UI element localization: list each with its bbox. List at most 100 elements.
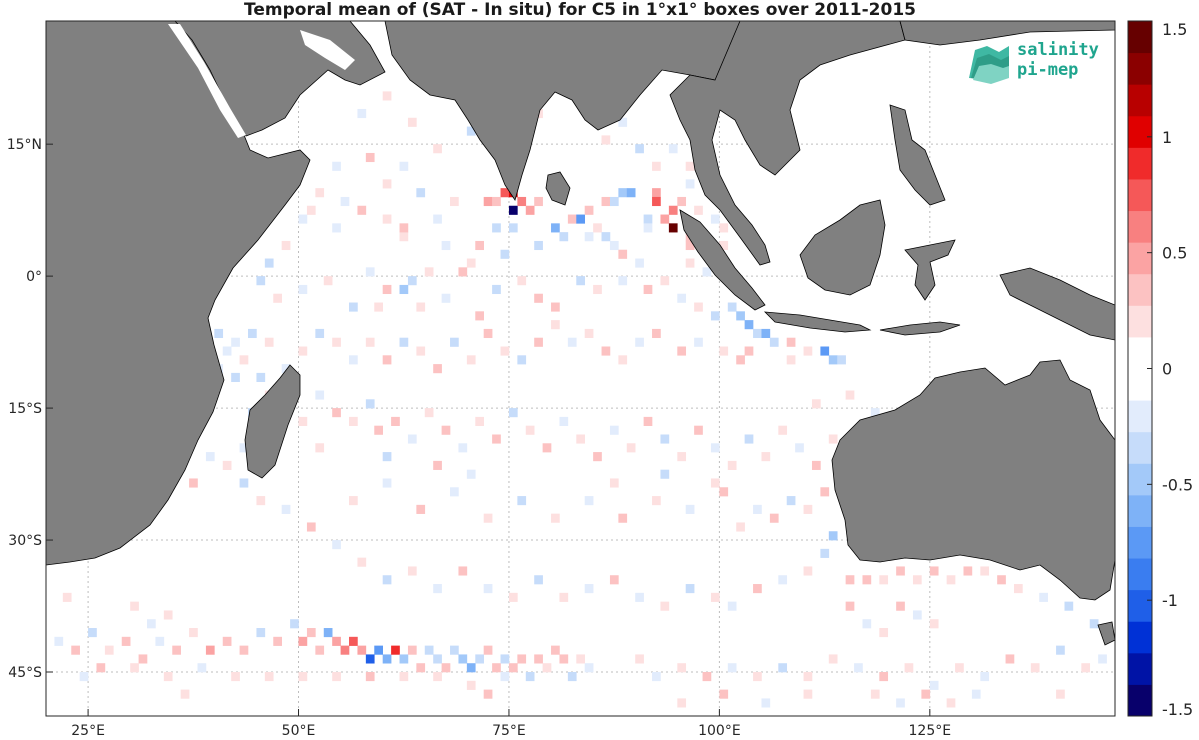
anomaly-cell	[399, 284, 409, 295]
land-madagascar	[244, 364, 301, 479]
anomaly-cell	[668, 144, 678, 154]
anomaly-cell	[500, 654, 510, 664]
anomaly-cell	[475, 240, 485, 251]
anomaly-cell	[929, 566, 939, 576]
anomaly-cell	[273, 293, 282, 303]
anomaly-cell	[416, 346, 426, 356]
anomaly-cell	[576, 434, 586, 444]
anomaly-cell	[222, 636, 232, 646]
anomaly-cell	[172, 645, 181, 655]
anomaly-cell	[500, 672, 510, 682]
anomaly-cell	[306, 628, 316, 638]
anomaly-cell	[231, 672, 240, 682]
anomaly-cell	[643, 284, 653, 295]
anomaly-cell	[517, 496, 527, 506]
anomaly-cell	[761, 698, 771, 708]
anomaly-cell	[407, 117, 417, 127]
anomaly-cell	[517, 355, 527, 365]
anomaly-cell	[719, 346, 729, 356]
anomaly-cell	[786, 337, 796, 347]
anomaly-cell	[643, 223, 653, 233]
anomaly-cell	[870, 408, 880, 418]
colorbar-segment	[1128, 431, 1152, 464]
anomaly-cell	[189, 628, 198, 638]
anomaly-cell	[407, 434, 417, 444]
anomaly-cell	[357, 645, 367, 655]
land-se-asia	[669, 21, 906, 266]
anomaly-cell	[668, 205, 678, 215]
anomaly-cell	[828, 434, 838, 444]
anomaly-cell	[525, 205, 535, 215]
anomaly-cell	[357, 557, 367, 567]
anomaly-cell	[929, 619, 939, 629]
anomaly-cell	[458, 443, 468, 453]
anomaly-cell	[971, 689, 981, 699]
logo-line2: pi-mep	[1017, 60, 1079, 80]
anomaly-cell	[702, 672, 712, 682]
anomaly-cell	[660, 276, 670, 286]
anomaly-cell	[483, 689, 493, 699]
anomaly-cell	[222, 346, 232, 356]
colorbar-segment	[1128, 589, 1152, 622]
anomaly-cell	[677, 452, 687, 462]
anomaly-cell	[601, 232, 611, 242]
anomaly-cell	[458, 267, 468, 277]
anomaly-cell	[382, 355, 392, 365]
anomaly-cell	[609, 240, 619, 251]
anomaly-cell	[1081, 663, 1091, 673]
anomaly-cell	[963, 566, 973, 576]
anomaly-cell	[332, 636, 341, 646]
anomaly-cell	[845, 601, 855, 611]
colorbar-segment	[1128, 400, 1152, 433]
anomaly-cell	[786, 355, 796, 365]
anomaly-cell	[315, 443, 325, 453]
anomaly-cell	[1056, 645, 1065, 655]
anomaly-cell	[609, 196, 619, 207]
colorbar-segment	[1128, 336, 1152, 369]
anomaly-cell	[483, 513, 493, 523]
anomaly-cell	[138, 654, 148, 664]
anomaly-cell	[399, 232, 409, 242]
anomaly-cell	[121, 636, 131, 646]
anomaly-cell	[609, 575, 619, 585]
anomaly-cell	[525, 425, 535, 435]
land-china	[899, 21, 1115, 46]
anomaly-cell	[559, 416, 569, 426]
anomaly-cell	[803, 504, 813, 514]
anomaly-cell	[424, 267, 434, 277]
anomaly-cell	[391, 645, 400, 655]
anomaly-cell	[980, 566, 990, 576]
anomaly-cell	[399, 672, 409, 682]
anomaly-cell	[508, 223, 518, 233]
anomaly-cell	[652, 161, 661, 171]
anomaly-cell	[130, 601, 139, 611]
anomaly-cell	[854, 663, 863, 673]
colorbar-segment	[1128, 178, 1152, 212]
land-africa	[46, 21, 311, 566]
anomaly-cell	[222, 460, 232, 470]
anomaly-cell	[1089, 619, 1099, 629]
anomaly-cell	[635, 654, 644, 664]
colorbar-segment	[1128, 147, 1152, 180]
anomaly-cell	[879, 628, 889, 638]
anomaly-cell	[635, 592, 644, 602]
colorbar-segment	[1128, 210, 1152, 243]
anomaly-cell	[601, 346, 611, 356]
anomaly-cell	[517, 196, 527, 207]
anomaly-cell	[290, 619, 299, 629]
anomaly-cell	[349, 302, 358, 312]
anomaly-cell	[458, 654, 468, 664]
anomaly-cell	[946, 698, 956, 708]
land-srilanka	[545, 171, 571, 206]
plot-frame	[45, 20, 1116, 717]
anomaly-cell	[281, 364, 291, 374]
anomaly-cell	[710, 311, 720, 321]
anomaly-cell	[323, 628, 333, 638]
anomaly-cell	[652, 188, 661, 198]
anomaly-cell	[618, 188, 628, 198]
anomaly-cell	[340, 645, 350, 655]
anomaly-cell	[323, 276, 333, 286]
anomaly-cell	[180, 689, 190, 699]
anomaly-cell	[795, 443, 804, 453]
red-sea	[168, 24, 246, 138]
